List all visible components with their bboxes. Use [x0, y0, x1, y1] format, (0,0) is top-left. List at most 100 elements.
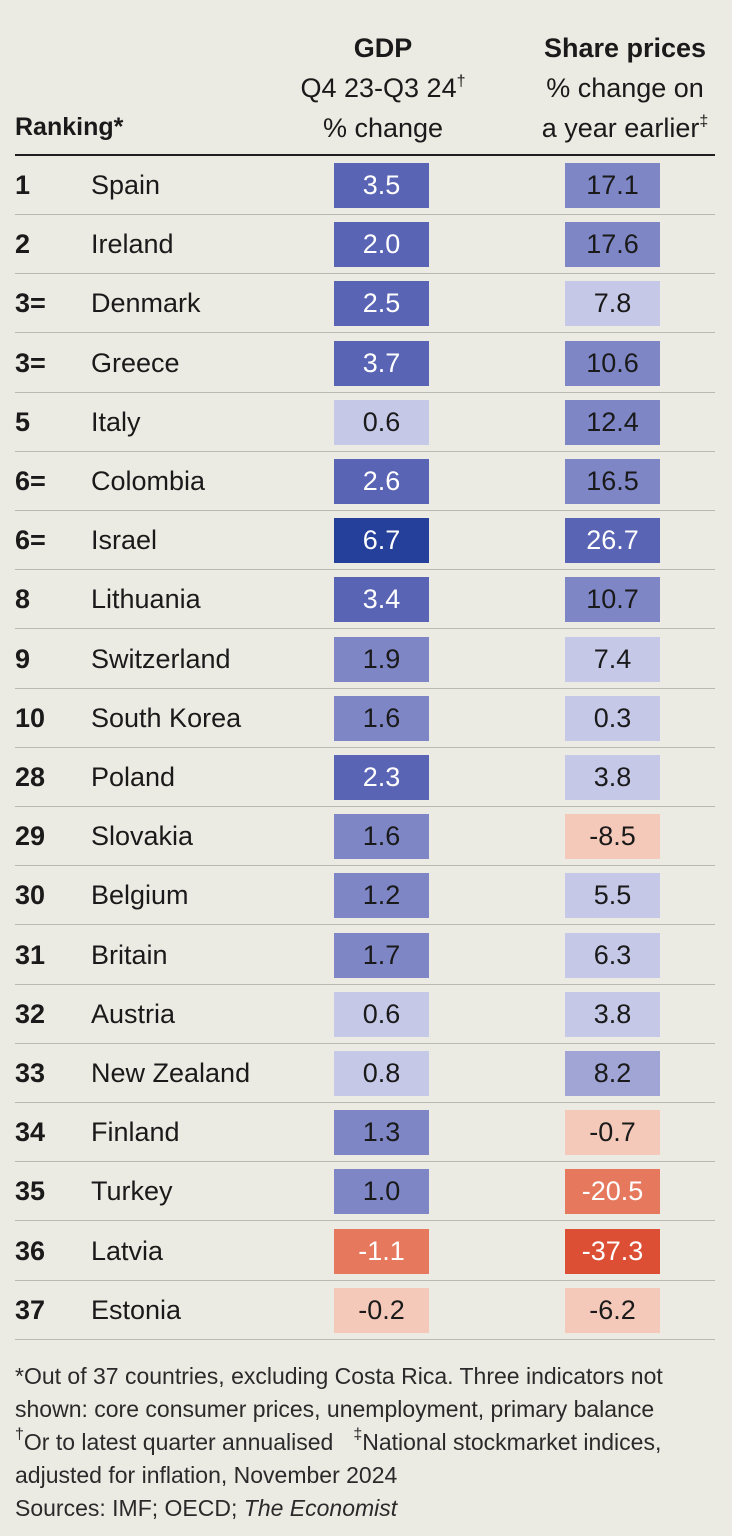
rank-cell: 5 — [15, 406, 31, 437]
gdp-value-cell: 1.2 — [334, 873, 429, 919]
gdp-value-cell: 1.3 — [334, 1110, 429, 1156]
share-prices-value-cell: -8.5 — [565, 814, 660, 860]
table-row: 9 Switzerland 1.9 7.4 — [0, 630, 732, 689]
table-row: 34 Finland 1.3 -0.7 — [0, 1103, 732, 1163]
country-cell: Italy — [91, 406, 141, 437]
gdp-value-cell: 3.7 — [334, 340, 429, 386]
country-cell: Turkey — [91, 1176, 173, 1207]
share-prices-value-cell: 12.4 — [565, 399, 660, 445]
country-cell: Colombia — [91, 466, 206, 496]
table-row: 37 Estonia -0.2 -6.2 — [0, 1281, 732, 1340]
country-cell: Greece — [91, 347, 180, 378]
gdp-value-cell: 1.6 — [334, 695, 429, 741]
share-prices-column-period: a year earlier‡ — [520, 108, 730, 148]
table-row: 32 Austria 0.6 3.8 — [0, 985, 732, 1044]
country-cell: Ireland — [91, 229, 174, 260]
gdp-value-cell: 2.5 — [334, 281, 429, 327]
row-separator — [15, 746, 715, 748]
row-separator — [15, 1279, 715, 1281]
gdp-value-cell: 3.5 — [334, 163, 429, 208]
gdp-value-cell: 6.7 — [334, 518, 429, 564]
rank-cell: 1 — [15, 170, 31, 200]
country-cell: Slovakia — [91, 821, 194, 852]
sources-text: Sources: IMF; OECD; — [15, 1495, 244, 1521]
rank-cell: 37 — [15, 1294, 46, 1325]
ranking-column-header: Ranking* — [15, 113, 124, 141]
rank-cell: 28 — [15, 762, 46, 792]
gdp-column-header: GDP Q4 23-Q3 24† % change — [272, 28, 494, 148]
table-row: 36 Latvia -1.1 -37.3 — [0, 1222, 732, 1281]
rank-cell: 10 — [15, 702, 46, 733]
share-prices-value-cell: 17.6 — [565, 222, 660, 268]
table-row: 29 Slovakia 1.6 -8.5 — [0, 807, 732, 867]
rank-cell: 29 — [15, 821, 46, 852]
row-separator — [15, 1220, 715, 1222]
table-row: 6= Colombia 2.6 16.5 — [0, 452, 732, 511]
double-dagger-note: National stockmarket indices, — [362, 1429, 662, 1455]
row-separator — [15, 1102, 715, 1103]
table-header: Ranking* GDP Q4 23-Q3 24† % change Share… — [0, 0, 732, 158]
gdp-column-title: GDP — [353, 33, 413, 63]
country-cell: Belgium — [91, 880, 189, 911]
footnote-line-3: †Or to latest quarter annualised ‡Nationa… — [15, 1426, 720, 1459]
table-row: 10 South Korea 1.6 0.3 — [0, 689, 732, 748]
rank-cell: 6= — [15, 525, 46, 556]
share-prices-value-cell: -20.5 — [565, 1169, 660, 1215]
share-prices-value-cell: -0.7 — [565, 1110, 660, 1156]
rank-cell: 8 — [15, 584, 31, 615]
table-row: 2 Ireland 2.0 17.6 — [0, 215, 732, 275]
share-prices-value-cell: 5.5 — [565, 873, 660, 919]
footnote-line-2: shown: core consumer prices, unemploymen… — [15, 1396, 655, 1422]
share-prices-value-cell: 3.8 — [565, 991, 660, 1037]
row-separator — [15, 806, 715, 807]
country-cell: South Korea — [91, 702, 242, 733]
rank-cell: 9 — [15, 643, 31, 674]
table-row: 5 Italy 0.6 12.4 — [0, 393, 732, 452]
row-separator — [15, 332, 715, 334]
country-cell: Denmark — [91, 288, 201, 319]
share-prices-value-cell: 17.1 — [565, 163, 660, 208]
gdp-period-text: Q4 23-Q3 24 — [300, 73, 457, 103]
table-row: 30 Belgium 1.2 5.5 — [0, 866, 732, 926]
dagger-note-mark: † — [15, 1426, 24, 1443]
country-cell: Finland — [91, 1117, 180, 1148]
share-prices-column-header: Share prices % change on a year earlier‡ — [520, 28, 730, 148]
share-prices-value-cell: -6.2 — [565, 1287, 660, 1333]
share-prices-value-cell: 6.3 — [565, 932, 660, 978]
country-cell: Britain — [91, 939, 168, 970]
row-separator — [15, 628, 715, 630]
header-rule — [15, 154, 715, 156]
rank-cell: 3= — [15, 288, 46, 319]
gdp-value-cell: 0.6 — [334, 399, 429, 445]
share-prices-value-cell: 26.7 — [565, 518, 660, 564]
rank-cell: 33 — [15, 1058, 46, 1088]
share-prices-value-cell: 0.3 — [565, 695, 660, 741]
rank-cell: 3= — [15, 347, 46, 378]
table-row: 35 Turkey 1.0 -20.5 — [0, 1162, 732, 1222]
row-separator — [15, 391, 715, 393]
gdp-column-unit: % change — [322, 113, 444, 143]
share-prices-value-cell: 8.2 — [565, 1051, 660, 1096]
footnotes: *Out of 37 countries, excluding Costa Ri… — [15, 1360, 720, 1525]
table-row: 3= Greece 3.7 10.6 — [0, 334, 732, 393]
gdp-value-cell: 2.0 — [334, 222, 429, 268]
gdp-value-cell: 1.9 — [334, 636, 429, 682]
share-prices-column-title: Share prices — [543, 33, 707, 63]
country-cell: Poland — [91, 762, 176, 792]
footnote-line-4: adjusted for inflation, November 2024 — [15, 1462, 398, 1488]
country-cell: Estonia — [91, 1294, 182, 1325]
rank-cell: 31 — [15, 939, 46, 970]
row-separator — [15, 1161, 715, 1163]
gdp-value-cell: -0.2 — [334, 1287, 429, 1333]
share-prices-value-cell: 10.7 — [565, 577, 660, 623]
share-prices-value-cell: 16.5 — [565, 459, 660, 504]
rank-cell: 30 — [15, 880, 46, 911]
table-row: 31 Britain 1.7 6.3 — [0, 926, 732, 985]
rank-cell: 32 — [15, 998, 46, 1029]
row-separator — [15, 865, 715, 867]
country-cell: Spain — [91, 170, 161, 200]
row-separator — [15, 273, 715, 275]
share-prices-value-cell: 7.4 — [565, 636, 660, 682]
row-separator — [15, 983, 715, 985]
country-cell: Israel — [91, 525, 158, 556]
